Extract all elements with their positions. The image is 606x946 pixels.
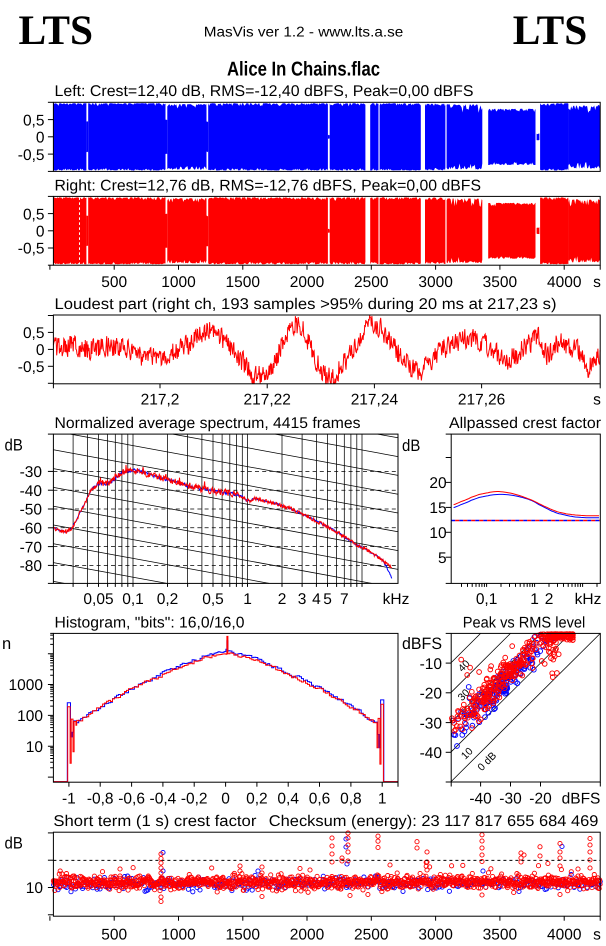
- svg-text:MasVis ver 1.2 - www.lts.a.se: MasVis ver 1.2 - www.lts.a.se: [204, 24, 404, 40]
- svg-text:3: 3: [298, 591, 307, 608]
- svg-text:217,2: 217,2: [141, 391, 180, 408]
- svg-text:1000: 1000: [9, 677, 44, 694]
- svg-text:0,2: 0,2: [157, 591, 179, 608]
- svg-text:Alice In Chains.flac: Alice In Chains.flac: [227, 59, 380, 81]
- svg-text:-0,4: -0,4: [150, 790, 177, 807]
- svg-text:LTS: LTS: [19, 8, 94, 54]
- svg-text:-30: -30: [420, 715, 443, 732]
- svg-text:Normalized average spectrum, 4: Normalized average spectrum, 4415 frames: [55, 415, 361, 432]
- svg-text:15: 15: [429, 500, 446, 517]
- svg-text:0,8: 0,8: [340, 790, 362, 807]
- svg-text:s: s: [593, 274, 601, 291]
- svg-text:2: 2: [278, 591, 287, 608]
- svg-text:3500: 3500: [483, 926, 518, 943]
- svg-text:-0,8: -0,8: [87, 790, 114, 807]
- svg-text:0,6: 0,6: [309, 790, 331, 807]
- svg-text:0: 0: [36, 130, 45, 147]
- svg-text:Peak vs RMS level: Peak vs RMS level: [463, 614, 586, 631]
- svg-text:dB: dB: [5, 436, 23, 454]
- svg-text:1000: 1000: [161, 274, 196, 291]
- svg-text:0,5: 0,5: [23, 325, 45, 342]
- svg-text:-40: -40: [469, 790, 492, 807]
- svg-text:Allpassed crest factor: Allpassed crest factor: [449, 415, 601, 432]
- svg-text:-70: -70: [20, 539, 43, 556]
- svg-text:1: 1: [378, 790, 387, 807]
- svg-text:Short term (1 s) crest factor: Short term (1 s) crest factor: [53, 813, 256, 830]
- svg-text:Histogram, "bits": 16,0/16,0: Histogram, "bits": 16,0/16,0: [55, 614, 245, 631]
- svg-text:kHz: kHz: [575, 591, 602, 608]
- svg-text:0,1: 0,1: [122, 591, 144, 608]
- svg-text:kHz: kHz: [383, 591, 410, 608]
- svg-text:-30: -30: [20, 464, 43, 481]
- svg-text:10: 10: [26, 739, 44, 756]
- svg-text:Loudest part (right ch, 193 sa: Loudest part (right ch, 193 samples >95%…: [55, 296, 557, 313]
- svg-text:-0,6: -0,6: [118, 790, 145, 807]
- svg-text:4000: 4000: [547, 926, 582, 943]
- svg-text:4000: 4000: [547, 274, 582, 291]
- svg-text:0,5: 0,5: [202, 591, 224, 608]
- svg-text:4: 4: [312, 591, 321, 608]
- svg-text:500: 500: [101, 274, 127, 291]
- svg-text:-40: -40: [420, 745, 443, 762]
- svg-text:217,24: 217,24: [351, 391, 399, 408]
- svg-text:2000: 2000: [290, 274, 325, 291]
- svg-text:s: s: [593, 391, 601, 408]
- svg-text:0: 0: [221, 790, 230, 807]
- svg-text:-20: -20: [529, 790, 552, 807]
- svg-text:-40: -40: [20, 483, 43, 500]
- svg-text:dBFS: dBFS: [562, 790, 601, 807]
- svg-text:-30: -30: [499, 790, 522, 807]
- svg-text:7: 7: [340, 591, 349, 608]
- svg-text:20: 20: [429, 475, 447, 492]
- svg-text:-0,5: -0,5: [18, 241, 45, 258]
- svg-text:-0,5: -0,5: [18, 359, 45, 376]
- svg-text:Right: Crest=12,76 dB, RMS=-12: Right: Crest=12,76 dB, RMS=-12,76 dBFS, …: [55, 177, 482, 194]
- svg-text:n: n: [2, 635, 11, 653]
- svg-text:dB: dB: [402, 437, 420, 455]
- svg-text:1: 1: [530, 591, 539, 608]
- svg-text:2000: 2000: [290, 926, 325, 943]
- svg-text:s: s: [593, 926, 601, 943]
- svg-text:3000: 3000: [418, 926, 453, 943]
- svg-text:-80: -80: [20, 558, 43, 575]
- svg-text:-20: -20: [420, 686, 443, 703]
- svg-text:-0,5: -0,5: [18, 147, 45, 164]
- svg-text:0,5: 0,5: [23, 206, 45, 223]
- svg-text:10: 10: [26, 880, 44, 897]
- svg-text:1500: 1500: [226, 926, 261, 943]
- svg-text:100: 100: [17, 708, 43, 725]
- svg-text:-1: -1: [62, 790, 76, 807]
- svg-text:217,22: 217,22: [243, 391, 290, 408]
- svg-text:2: 2: [545, 591, 554, 608]
- svg-text:Left: Crest=12,40 dB, RMS=-12,: Left: Crest=12,40 dB, RMS=-12,40 dBFS, P…: [55, 83, 474, 100]
- svg-text:0: 0: [36, 224, 45, 241]
- svg-text:10: 10: [429, 525, 447, 542]
- svg-text:Checksum (energy): 23 117 817: Checksum (energy): 23 117 817 655 684 46…: [269, 813, 599, 830]
- svg-text:dB: dB: [5, 834, 23, 852]
- svg-text:-10: -10: [420, 656, 443, 673]
- svg-text:1: 1: [243, 591, 252, 608]
- svg-text:1000: 1000: [161, 926, 196, 943]
- svg-text:0,1: 0,1: [476, 591, 498, 608]
- svg-text:-50: -50: [20, 502, 43, 519]
- svg-text:0,05: 0,05: [83, 591, 113, 608]
- svg-text:500: 500: [101, 926, 127, 943]
- svg-text:0,5: 0,5: [23, 112, 45, 129]
- svg-text:1500: 1500: [226, 274, 261, 291]
- svg-text:LTS: LTS: [513, 8, 588, 54]
- svg-text:3000: 3000: [418, 274, 453, 291]
- svg-text:3500: 3500: [483, 274, 518, 291]
- svg-text:5: 5: [438, 550, 447, 567]
- svg-text:217,26: 217,26: [458, 391, 505, 408]
- svg-text:0,4: 0,4: [277, 790, 299, 807]
- svg-text:-60: -60: [20, 521, 43, 538]
- svg-text:5: 5: [323, 591, 332, 608]
- svg-text:2500: 2500: [354, 926, 389, 943]
- svg-text:0,2: 0,2: [246, 790, 268, 807]
- svg-text:dBFS: dBFS: [402, 635, 442, 653]
- svg-text:0: 0: [36, 342, 45, 359]
- svg-text:2500: 2500: [354, 274, 389, 291]
- svg-text:-0,2: -0,2: [181, 790, 208, 807]
